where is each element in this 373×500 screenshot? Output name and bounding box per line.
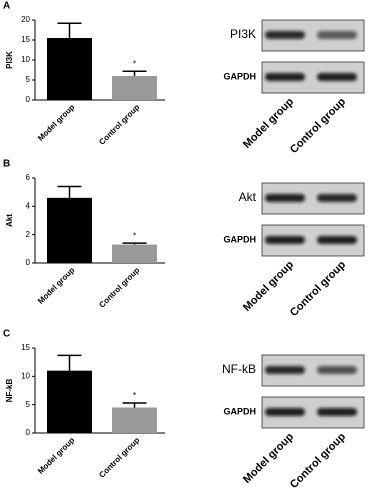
y-tick-label: 10 <box>21 371 30 380</box>
y-tick-label: 5 <box>26 75 31 84</box>
y-tick-label: 20 <box>21 15 30 24</box>
x-tick-label: Model group <box>36 265 76 305</box>
lane-label: Control group <box>288 431 349 492</box>
bar <box>112 244 157 263</box>
significance-marker: * <box>133 231 136 240</box>
y-tick-label: 5 <box>26 400 31 409</box>
blot-band <box>265 366 305 374</box>
reference-label: GAPDH <box>223 71 256 81</box>
blot-band <box>317 73 357 81</box>
y-tick-label: 15 <box>21 343 30 352</box>
x-tick-label: Control group <box>97 435 141 479</box>
y-tick-label: 0 <box>26 428 31 437</box>
blot-band <box>317 408 357 416</box>
x-tick-label: Model group <box>36 102 76 142</box>
y-axis-label: Akt <box>5 214 14 227</box>
y-tick-label: 2 <box>26 230 31 239</box>
blot-band <box>265 31 305 39</box>
y-tick-label: 10 <box>21 55 30 64</box>
panel-label: B <box>3 159 10 170</box>
reference-label: GAPDH <box>223 234 256 244</box>
x-tick-label: Control group <box>97 265 141 309</box>
panel-label: A <box>3 1 10 12</box>
bar <box>112 76 157 100</box>
bar <box>47 197 92 263</box>
y-axis-label: PI3K <box>5 51 14 69</box>
significance-marker: * <box>133 391 136 400</box>
y-tick-label: 4 <box>26 201 31 210</box>
lane-label: Control group <box>288 259 349 320</box>
blot-band <box>265 73 305 81</box>
y-tick-label: 6 <box>26 173 31 182</box>
lane-label: Control group <box>288 96 349 157</box>
y-tick-label: 0 <box>26 95 31 104</box>
x-tick-label: Model group <box>36 435 76 475</box>
blot-band <box>317 236 357 244</box>
reference-label: GAPDH <box>223 406 256 416</box>
lane-label: Model group <box>241 431 296 486</box>
lane-label: Model group <box>241 259 296 314</box>
target-label: PI3K <box>230 27 256 41</box>
blot-band <box>265 194 305 202</box>
target-label: Akt <box>239 190 257 204</box>
significance-marker: * <box>133 59 136 68</box>
bar <box>47 370 92 433</box>
target-label: NF-kB <box>222 362 256 376</box>
panel-label: C <box>3 329 10 340</box>
bar <box>112 407 157 433</box>
x-tick-label: Control group <box>97 102 141 146</box>
blot-band <box>317 366 357 374</box>
blot-band <box>317 31 357 39</box>
blot-band <box>265 408 305 416</box>
y-tick-label: 0 <box>26 258 31 267</box>
y-tick-label: 15 <box>21 35 30 44</box>
blot-band <box>317 194 357 202</box>
y-axis-label: NF-kB <box>5 379 14 403</box>
lane-label: Model group <box>241 96 296 151</box>
bar <box>47 38 92 100</box>
blot-band <box>265 236 305 244</box>
